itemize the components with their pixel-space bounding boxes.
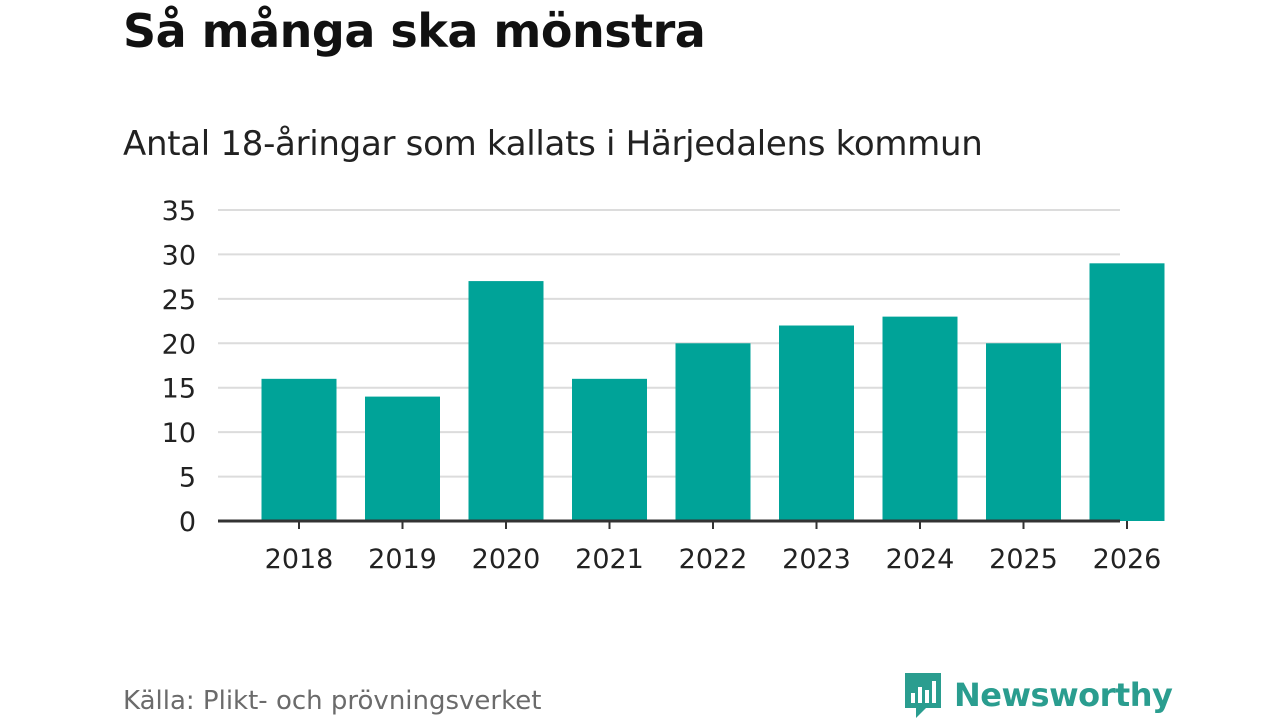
y-tick-label: 0 — [179, 507, 196, 538]
bar-2026 — [1089, 263, 1165, 521]
x-tick-label: 2018 — [265, 544, 334, 575]
source-note: Källa: Plikt- och prövningsverket — [123, 686, 542, 716]
bar-2025 — [986, 343, 1061, 521]
y-tick-label: 35 — [162, 196, 196, 227]
gridlines — [218, 209, 1120, 478]
x-axis: 2018 2019 2020 2021 2022 2023 2024 2025 2026 — [218, 519, 1162, 575]
y-tick-label: 5 — [179, 463, 196, 494]
x-tick-label: 2025 — [989, 544, 1058, 575]
x-tick-label: 2021 — [575, 544, 644, 575]
bar-2018 — [261, 378, 337, 521]
x-tick-label: 2026 — [1093, 544, 1162, 575]
x-tick-label: 2024 — [886, 544, 955, 575]
y-axis-ticks: 0 5 10 15 20 25 30 35 — [162, 196, 196, 538]
y-tick-label: 10 — [162, 418, 196, 449]
chart-subtitle: Antal 18-åringar som kallats i Härjedale… — [123, 124, 983, 164]
y-tick-label: 30 — [162, 240, 196, 271]
brand-name: Newsworthy — [954, 676, 1173, 714]
x-tick-label: 2020 — [472, 544, 541, 575]
x-tick-label: 2022 — [679, 544, 748, 575]
bar-2021 — [572, 378, 647, 521]
x-tick-label: 2019 — [368, 544, 437, 575]
bar-2022 — [675, 343, 751, 521]
brand-logo: Newsworthy — [902, 670, 1173, 720]
y-tick-label: 25 — [162, 285, 196, 316]
bar-2019 — [365, 396, 440, 521]
bar-2020 — [468, 281, 544, 521]
bars — [261, 263, 1165, 521]
bar-2024 — [882, 316, 958, 521]
y-tick-label: 15 — [162, 374, 196, 405]
x-tick-label: 2023 — [782, 544, 851, 575]
newsworthy-logo-icon — [905, 673, 941, 718]
bar-2023 — [779, 325, 854, 521]
y-tick-label: 20 — [162, 329, 196, 360]
chart-title: Så många ska mönstra — [123, 4, 706, 58]
